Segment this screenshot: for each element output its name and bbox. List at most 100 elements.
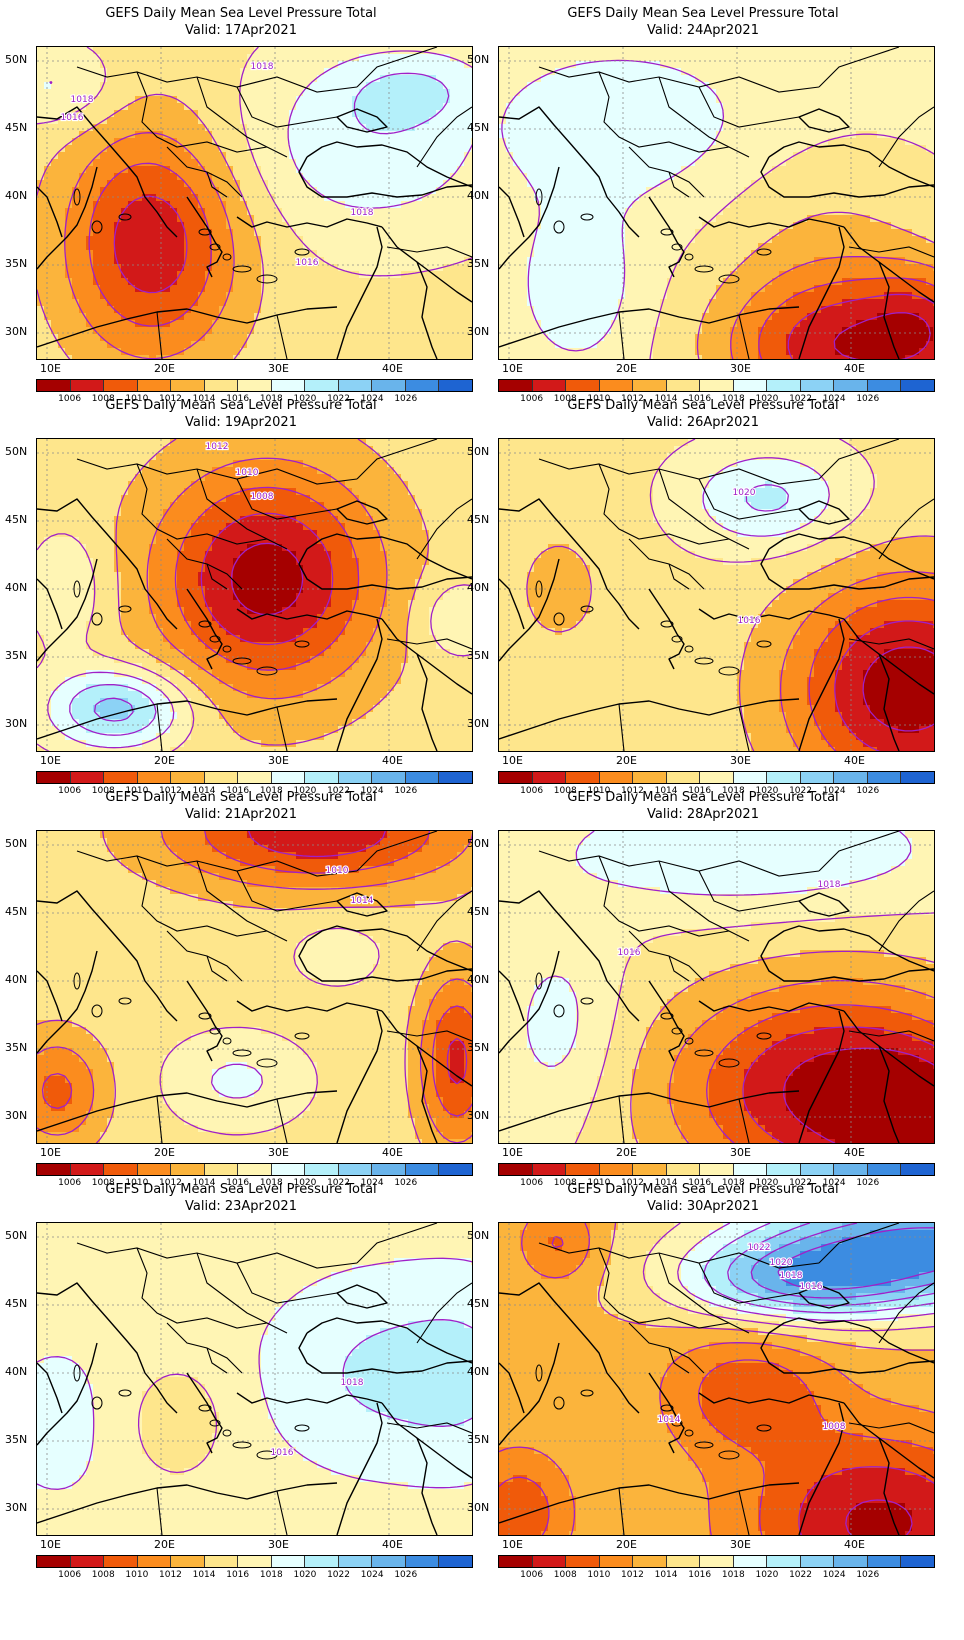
isobar-label: 1016: [271, 1448, 294, 1458]
colorbar-label: 1010: [587, 1570, 610, 1580]
colorbar-segment: [137, 772, 172, 783]
country-borders: [538, 47, 934, 359]
colorbar-segment: [633, 380, 667, 391]
colorbar-label: 1008: [554, 1178, 577, 1188]
colorbar-segment: [37, 772, 71, 783]
colorbar-segment: [633, 1556, 667, 1567]
colorbar-segment: [599, 1556, 634, 1567]
isobar-label: 1018: [251, 62, 274, 72]
colorbar-segment: [566, 380, 600, 391]
longitude-tick-label: 10E: [502, 1147, 523, 1159]
latitude-tick-label: 45N: [5, 906, 35, 918]
longitude-tick-label: 20E: [616, 363, 637, 375]
colorbar-segment: [305, 380, 339, 391]
longitude-tick-label: 20E: [154, 363, 175, 375]
colorbar-label: 1006: [58, 394, 81, 404]
colorbar-segment: [171, 1164, 205, 1175]
colorbar-label: 1006: [520, 1178, 543, 1188]
colorbar-segment: [171, 1556, 205, 1567]
panel-valid-date: Valid: 28Apr2021: [462, 807, 944, 823]
colorbar-label: 1008: [554, 394, 577, 404]
longitude-tick-label: 10E: [40, 363, 61, 375]
latitude-tick-label: 50N: [5, 54, 35, 66]
colorbar-segment: [204, 772, 239, 783]
colorbar-label: 1010: [125, 1178, 148, 1188]
colorbar-label: 1006: [520, 1570, 543, 1580]
colorbar-label: 1024: [361, 786, 384, 796]
colorbar-segment: [767, 1556, 801, 1567]
islands: [535, 188, 772, 284]
latitude-tick-label: 35N: [5, 650, 35, 662]
latitude-tick-label: 35N: [467, 1042, 497, 1054]
pressure-map: 1022 1020 1018 1016 1014 1008: [498, 1222, 935, 1536]
colorbar-label: 1026: [394, 394, 417, 404]
colorbar-segment: [834, 1164, 868, 1175]
colorbar-segment: [499, 1164, 533, 1175]
colorbar-label: 1022: [789, 1570, 812, 1580]
pressure-fill: [499, 831, 934, 1143]
colorbar-label: 1012: [159, 1178, 182, 1188]
colorbar-segment: [70, 772, 105, 783]
colorbar-segment: [834, 380, 868, 391]
map-panel: GEFS Daily Mean Sea Level Pressure Total…: [462, 392, 944, 802]
colorbar-label: 1026: [394, 1570, 417, 1580]
pressure-fill: [499, 439, 934, 751]
longitude-tick-label: 20E: [154, 1539, 175, 1551]
colorbar-segment: [238, 772, 272, 783]
colorbar-label: 1010: [587, 786, 610, 796]
colorbar-segment: [666, 1556, 701, 1567]
colorbar-label: 1018: [722, 786, 745, 796]
colorbar-label: 1016: [226, 1178, 249, 1188]
colorbar-label: 1024: [823, 1570, 846, 1580]
colorbar-label: 1020: [755, 1570, 778, 1580]
colorbar-segment: [666, 772, 701, 783]
colorbar-label: 1018: [260, 1178, 283, 1188]
colorbar-segment: [800, 1164, 835, 1175]
latitude-tick-label: 45N: [467, 122, 497, 134]
pressure-map-svg: 1018 1018 1016 1018 1016: [37, 47, 472, 359]
country-borders: [76, 47, 472, 359]
colorbar-label: 1026: [394, 786, 417, 796]
islands: [535, 580, 772, 676]
lat-lon-gridlines: [499, 1223, 934, 1535]
coastlines: [499, 498, 934, 751]
colorbar-label: 1022: [789, 1178, 812, 1188]
colorbar-label: 1010: [587, 1178, 610, 1188]
colorbar-segment: [901, 1556, 934, 1567]
colorbar-segment: [599, 1164, 634, 1175]
longitude-tick-label: 10E: [502, 1539, 523, 1551]
pressure-fill: [37, 1223, 472, 1535]
colorbar-label: 1016: [688, 1570, 711, 1580]
map-panel: GEFS Daily Mean Sea Level Pressure Total…: [0, 392, 482, 802]
colorbar-label: 1014: [655, 786, 678, 796]
colorbar-segment: [700, 772, 734, 783]
latitude-tick-label: 50N: [467, 1230, 497, 1242]
colorbar-segment: [566, 1556, 600, 1567]
colorbar-label: 1016: [688, 1178, 711, 1188]
coastlines: [37, 1282, 472, 1535]
latitude-tick-label: 35N: [467, 650, 497, 662]
longitude-tick-label: 30E: [268, 363, 289, 375]
latitude-tick-label: 35N: [5, 1434, 35, 1446]
colorbar-label: 1022: [327, 786, 350, 796]
colorbar-segment: [566, 1164, 600, 1175]
longitude-tick-label: 30E: [730, 1539, 751, 1551]
colorbar-label: 1008: [554, 1570, 577, 1580]
longitude-tick-label: 10E: [40, 1147, 61, 1159]
pressure-fill: [37, 831, 472, 1143]
colorbar-segment: [204, 1556, 239, 1567]
colorbar-segment: [532, 772, 567, 783]
colorbar-segment: [733, 380, 768, 391]
colorbar-segment: [305, 772, 339, 783]
isobar-label: 1018: [780, 1271, 803, 1281]
latitude-tick-label: 45N: [5, 1298, 35, 1310]
isobar-label: 1012: [206, 442, 229, 452]
map-panel: GEFS Daily Mean Sea Level Pressure Total…: [0, 1176, 482, 1586]
colorbar-label: 1010: [125, 1570, 148, 1580]
colorbar-segment: [867, 772, 902, 783]
colorbar-label: 1018: [260, 1570, 283, 1580]
longitude-tick-label: 40E: [382, 1147, 403, 1159]
colorbar-segment: [499, 1556, 533, 1567]
colorbar-segment: [372, 1164, 406, 1175]
colorbar-label: 1026: [856, 1178, 879, 1188]
